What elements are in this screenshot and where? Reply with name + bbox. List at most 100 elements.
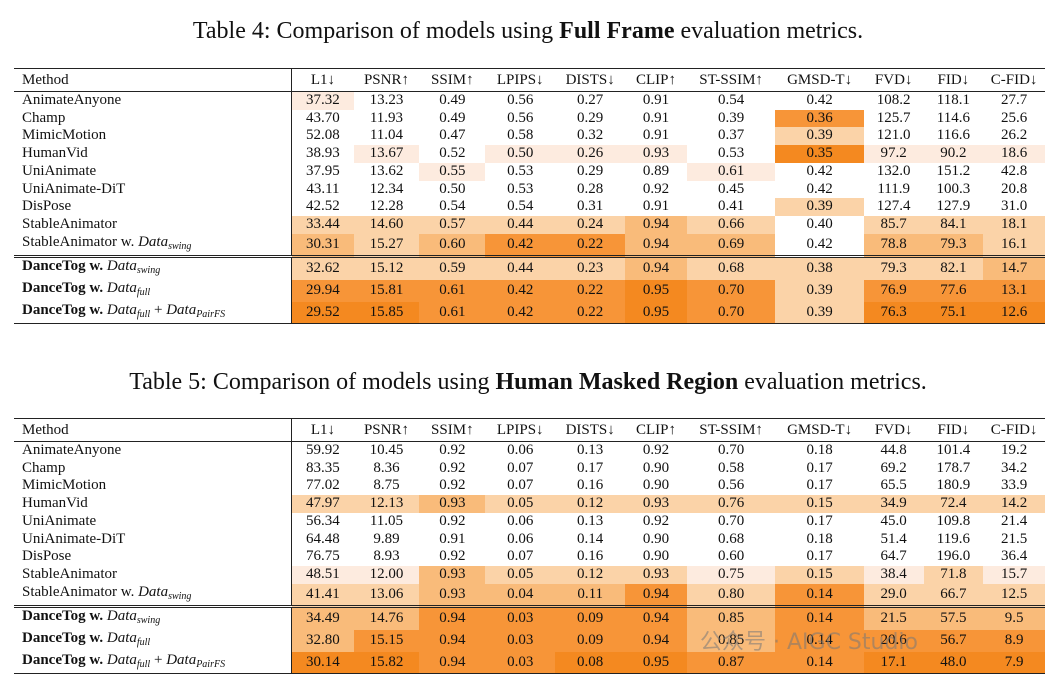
value-cell: 13.23 [353,90,420,110]
table-row: UniAnimate 56.34 11.05 0.92 0.06 0.13 0.92 0.70… [14,512,1045,531]
table-row: AnimateAnyone 59.92 10.45 0.92 0.06 0.13 0.92 0… [14,440,1045,460]
value-cell: 47.97 [291,495,354,513]
value-cell: 77.6 [923,280,984,302]
value-cell: 0.58 [717,459,745,476]
value-cell: 0.42 [806,235,833,252]
method-name: Champ [22,459,66,476]
table-row: UniAnimate-DiT 64.48 9.89 0.91 0.06 0.14 0.90 0… [14,530,1045,549]
value-cell: 42.8 [1000,162,1028,179]
method-cell: DanceTog w. Datafull [14,280,293,302]
value-cell: 0.54 [439,198,466,215]
value-cell: 33.44 [291,215,354,234]
method-name: StableAnimator [22,565,117,582]
value-cell: 32.62 [291,255,354,281]
header-cell: LPIPS↓ [485,68,556,92]
header-cell: C-FID↓ [983,68,1045,92]
table-row: StableAnimator w. Dataswing 41.41 13.06 0.9… [14,583,1045,607]
value-cell: 84.1 [923,215,984,234]
header-cell: SSIM↑ [419,68,486,92]
method-cell: StableAnimator [14,565,293,584]
value-cell: 0.14 [775,651,864,675]
method-name: StableAnimator [22,215,117,232]
value-cell: 11.05 [369,512,404,529]
value-cell: 0.40 [806,215,833,232]
value-cell: 0.37 [717,127,745,144]
value-cell: 0.93 [419,565,486,584]
value-cell: 0.68 [686,255,776,281]
method-subscript: swing [136,265,161,277]
method-data: Data [106,608,137,625]
value-cell: 0.70 [686,301,776,325]
value-cell: 0.91 [642,198,670,215]
value-cell: 0.22 [555,301,626,325]
value-cell: 0.28 [577,180,604,197]
value-cell: 0.17 [806,459,833,476]
header-cell: Method [14,68,293,92]
table-row-ours: DanceTog w. Datafull 29.94 15.81 0.61 0.42 0.… [14,280,1045,302]
value-cell: 11.04 [369,127,404,144]
value-cell: 0.92 [439,459,466,476]
value-cell: 0.90 [642,477,670,494]
value-cell: 0.36 [775,109,864,128]
header-cell: ST-SSIM↑ [686,68,776,92]
value-cell: 0.52 [439,145,466,162]
value-cell: 0.47 [439,127,466,144]
method-name: DisPose [22,198,72,215]
table-row: MimicMotion 77.02 8.75 0.92 0.07 0.16 0.90 0.56… [14,477,1045,496]
value-cell: 29.52 [291,301,354,325]
header-cell: FID↓ [923,418,984,442]
value-cell: 151.2 [936,162,971,179]
value-cell: 0.60 [419,233,486,257]
method-subscript: full [136,637,151,649]
value-cell: 0.94 [625,215,687,234]
value-cell: 59.92 [291,440,354,460]
table-row: HumanVid 47.97 12.13 0.93 0.05 0.12 0.93 0.76 0.… [14,495,1045,513]
value-cell: 27.7 [983,90,1045,110]
table-row: StableAnimator 33.44 14.60 0.57 0.44 0.24 0.94… [14,215,1045,234]
value-cell: 44.8 [863,440,924,460]
value-cell: 36.4 [1000,548,1028,565]
value-cell: 0.55 [419,162,486,181]
value-cell: 0.16 [577,477,604,494]
value-cell: 0.15 [775,495,864,513]
value-cell: 0.42 [806,162,833,179]
method-name: StableAnimator w. [22,583,139,600]
value-cell: 38.93 [306,145,340,162]
method-cell: Champ [14,459,293,478]
method-name: HumanVid [22,495,88,512]
method-cell: StableAnimator w. Dataswing [14,583,293,607]
table4: Method L1↓ PSNR↑ SSIM↑ LPIPS↓ DISTS↓ CLIP↑ ST-S… [14,68,1045,325]
value-cell: 116.6 [936,127,970,144]
value-cell: 26.2 [1000,127,1028,144]
value-cell: 0.92 [439,512,466,529]
value-cell: 77.02 [306,477,340,494]
value-cell: 0.22 [555,233,626,257]
method-cell: HumanVid [14,145,293,163]
value-cell: 0.95 [625,280,687,302]
method-cell: DanceTog w. Datafull + DataPairFS [14,651,293,675]
value-cell: 0.29 [577,109,604,126]
method-cell: DanceTog w. Datafull + DataPairFS [14,301,293,325]
method-name: DanceTog w. [22,301,107,318]
value-cell: 12.34 [369,180,404,197]
value-cell: 118.1 [923,90,984,110]
method-cell: Champ [14,109,293,128]
value-cell: 196.0 [936,548,971,565]
value-cell: 0.54 [507,198,534,215]
value-cell: 0.95 [625,651,687,675]
value-cell: 0.80 [686,583,776,607]
header-row: Method L1↓ PSNR↑ SSIM↑ LPIPS↓ DISTS↓ CLIP↑ ST-S… [14,68,1045,92]
value-cell: 8.93 [373,548,400,565]
value-cell: 0.92 [642,180,670,197]
value-cell: 65.5 [880,477,907,494]
value-cell: 8.75 [373,477,400,494]
header-cell: FVD↓ [863,418,924,442]
table-row: MimicMotion 52.08 11.04 0.47 0.58 0.32 0.91 0.3… [14,127,1045,146]
method-cell: StableAnimator [14,215,293,234]
table-row: UniAnimate 37.95 13.62 0.55 0.53 0.29 0.89 0.61… [14,162,1045,181]
method-name: DanceTog w. [22,608,107,625]
header-cell: GMSD-T↓ [775,418,864,442]
value-cell: 76.75 [306,548,340,565]
value-cell: 21.5 [863,605,924,631]
value-cell: 0.14 [775,583,864,607]
